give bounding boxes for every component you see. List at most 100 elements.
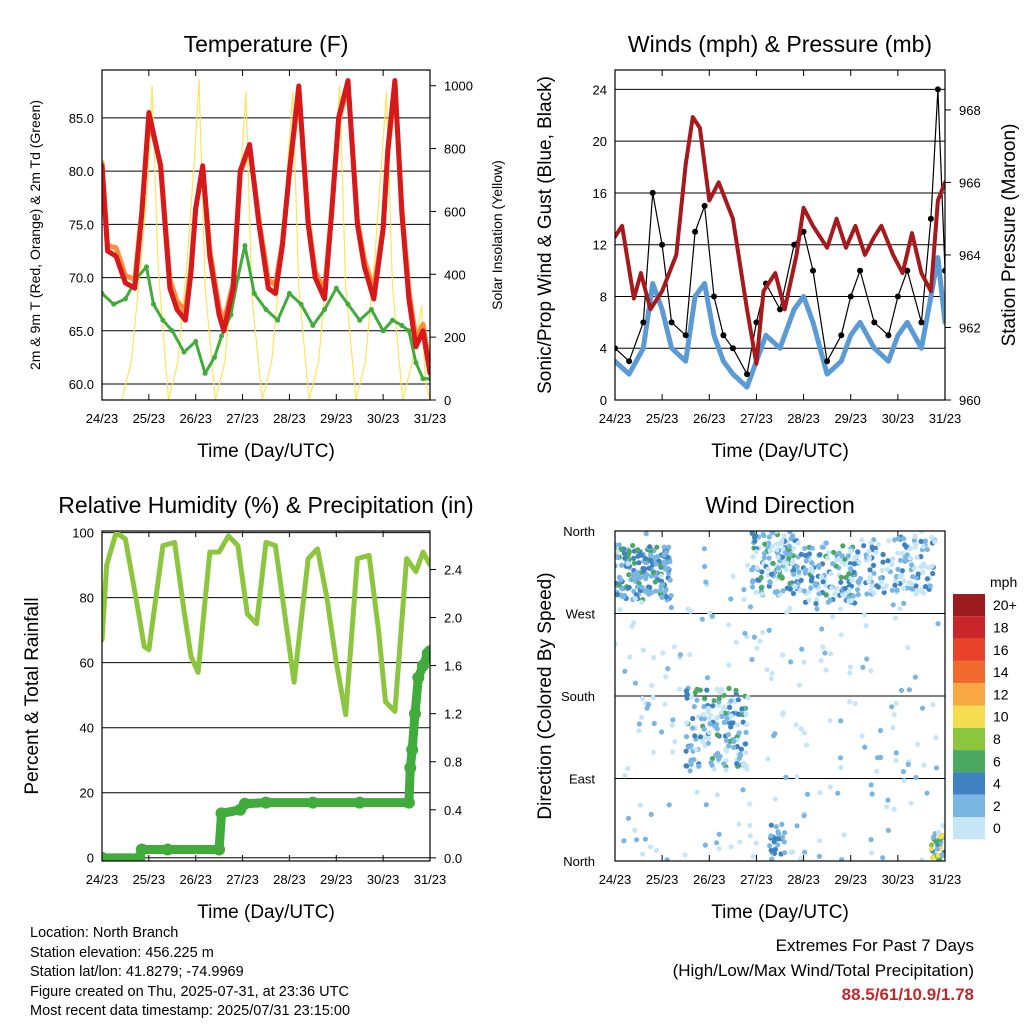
direction-point (699, 616, 705, 622)
direction-point (668, 593, 674, 599)
direction-point (922, 584, 929, 590)
direction-point (890, 556, 896, 562)
direction-point (801, 588, 807, 594)
direction-point (723, 767, 729, 773)
direction-point (665, 666, 671, 672)
direction-point (762, 541, 768, 547)
direction-point (651, 720, 657, 727)
direction-point (664, 857, 670, 861)
y-tick-label: South (561, 689, 595, 704)
direction-point (702, 842, 708, 848)
gust-point (615, 345, 618, 352)
direction-point (784, 560, 790, 566)
direction-point (809, 560, 815, 566)
direction-point (617, 607, 623, 613)
direction-point (760, 531, 766, 538)
y2-tick-label: 0.8 (444, 755, 462, 770)
direction-point (689, 694, 695, 700)
direction-point (823, 592, 829, 598)
direction-point (666, 802, 672, 808)
direction-point (765, 566, 771, 572)
dewpoint-point (322, 307, 328, 312)
direction-point (819, 626, 825, 632)
legend-label: 4 (993, 776, 1001, 792)
direction-point (647, 844, 654, 850)
direction-point (782, 830, 788, 836)
direction-point (930, 570, 936, 577)
gust-point (894, 293, 901, 300)
chart-title: Temperature (F) (184, 31, 349, 57)
direction-point (868, 540, 874, 546)
direction-point (627, 654, 633, 660)
y2-tick-label: 964 (959, 248, 981, 263)
direction-point (799, 646, 805, 652)
direction-point (625, 765, 631, 771)
extremes-values: 88.5/61/10.9/1.78 (841, 985, 974, 1004)
direction-point (788, 659, 794, 665)
direction-point (869, 791, 875, 797)
direction-point (928, 534, 935, 541)
x-tick-label: 24/23 (599, 872, 632, 887)
direction-point (843, 574, 849, 581)
direction-point (645, 701, 652, 708)
direction-point (775, 842, 781, 848)
direction-point (642, 555, 649, 562)
direction-point (851, 561, 858, 567)
x-axis-label: Time (Day/UTC) (197, 902, 335, 923)
direction-point (895, 566, 901, 573)
direction-point (648, 552, 654, 558)
y-tick-label: 75.0 (69, 217, 94, 232)
y2-tick-label: 968 (959, 103, 981, 118)
direction-point (816, 838, 823, 844)
precip-point (135, 843, 148, 856)
direction-point (650, 749, 657, 756)
direction-point (837, 606, 844, 612)
direction-point (838, 632, 844, 638)
dewpoint-point (390, 317, 395, 323)
direction-point (696, 763, 702, 769)
y-tick-label: 0 (600, 393, 607, 408)
direction-point (919, 531, 925, 534)
dewpoint-point (286, 291, 292, 296)
direction-point (838, 579, 844, 585)
gust-point (701, 202, 708, 209)
direction-point (766, 627, 772, 634)
dewpoint-series-line (102, 244, 430, 381)
direction-point (918, 564, 924, 570)
direction-point (649, 683, 655, 689)
direction-point (753, 549, 760, 555)
direction-point (920, 590, 927, 596)
direction-point (787, 551, 793, 557)
direction-point (637, 802, 644, 808)
direction-point (920, 569, 926, 575)
direction-point (716, 846, 722, 852)
dewpoint-point (242, 243, 248, 249)
x-tick-label: 24/23 (86, 411, 119, 426)
direction-point (667, 559, 673, 565)
direction-point (744, 766, 750, 772)
humidity-panel: Relative Humidity (%) & Precipitation (i… (22, 492, 474, 923)
plot-area (102, 78, 430, 400)
direction-point (873, 549, 879, 555)
direction-point (848, 597, 854, 604)
gust-point (682, 332, 689, 339)
y-tick-label: 65.0 (69, 324, 94, 339)
extremes-subtitle: (High/Low/Max Wind/Total Precipitation) (672, 960, 974, 980)
direction-point (745, 695, 751, 701)
gust-point (626, 358, 633, 365)
y-tick-label: 80 (80, 591, 94, 606)
direction-point (706, 729, 712, 736)
direction-point (820, 644, 826, 650)
direction-point (714, 732, 721, 738)
direction-point (910, 574, 916, 580)
chart-title: Winds (mph) & Pressure (mb) (628, 31, 932, 57)
direction-point (730, 720, 736, 726)
direction-point (867, 567, 873, 573)
direction-point (728, 596, 734, 602)
direction-point (874, 768, 880, 774)
direction-point (775, 554, 781, 560)
y2-tick-label: 1.6 (444, 659, 462, 674)
direction-point (831, 549, 837, 555)
direction-point (662, 701, 668, 707)
